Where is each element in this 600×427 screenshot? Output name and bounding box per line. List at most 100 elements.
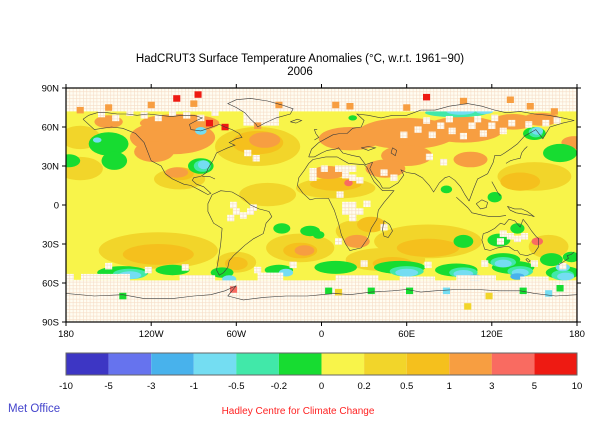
colorbar-segment: [193, 353, 237, 375]
colorbar-label: -0.2: [271, 381, 287, 392]
coastline-tasmania: [525, 258, 531, 263]
x-axis-label: 120W: [139, 329, 164, 340]
anomaly-cell: [194, 91, 202, 98]
anomaly-cell: [275, 101, 283, 109]
anomaly-patch: [294, 245, 315, 256]
missing-data-cell: [239, 212, 247, 219]
missing-data-cell: [525, 121, 533, 128]
no-data-region: [520, 276, 549, 281]
colorbar-segment: [278, 353, 322, 375]
anomaly-patch: [66, 156, 103, 181]
missing-data-cell: [309, 168, 317, 175]
missing-data-cell: [390, 174, 398, 181]
anomaly-cell: [190, 100, 198, 107]
anomaly-patch: [88, 132, 129, 156]
colorbar-label: 5: [532, 381, 537, 392]
no-data-region: [179, 275, 216, 281]
anomaly-cell: [119, 292, 127, 300]
coastline-iceland: [290, 118, 303, 124]
missing-data-cell: [105, 262, 113, 270]
colorbar-border: [65, 352, 578, 376]
coastline-asia-east: [468, 120, 575, 202]
coastline-greenland: [227, 98, 294, 128]
anomaly-cell: [459, 97, 467, 105]
anomaly-cell: [550, 108, 558, 115]
missing-data-cell: [211, 109, 219, 116]
colorbar-label: -10: [59, 381, 73, 392]
missing-data-cell: [230, 201, 238, 209]
anomaly-cell: [403, 104, 411, 111]
world-map: [66, 88, 577, 322]
met-office-logo-text: Met Office: [8, 403, 61, 415]
missing-data-cell: [126, 109, 134, 116]
colorbar-segment: [236, 353, 279, 375]
anomaly-patch: [557, 272, 575, 281]
missing-data-cell: [144, 266, 152, 274]
missing-data-cell: [335, 238, 343, 245]
missing-data-cell: [521, 233, 529, 240]
y-axis-label: 30N: [42, 162, 60, 173]
coastline-india-arabia: [369, 161, 470, 202]
anomaly-cell: [346, 103, 354, 110]
y-axis-label: 60S: [42, 279, 59, 290]
missing-data-cell: [499, 127, 507, 135]
colorbar-segment: [151, 353, 194, 375]
anomaly-patch: [224, 257, 248, 270]
missing-data-cell: [400, 131, 408, 139]
missing-data-cell: [349, 214, 357, 222]
anomaly-cell: [367, 287, 375, 295]
colorbar-label: -0.5: [228, 381, 244, 392]
colorbar-label: 0.2: [357, 381, 370, 392]
missing-data-cell: [380, 169, 388, 176]
anomaly-cell: [526, 103, 534, 110]
missing-data-cell: [309, 174, 317, 181]
chart-title: HadCRUT3 Surface Temperature Anomalies (…: [135, 53, 465, 65]
missing-data-cell: [423, 117, 431, 124]
colorbar-label: -5: [104, 381, 112, 392]
missing-data-cell: [335, 165, 343, 172]
anomaly-patch: [440, 185, 453, 194]
y-axis-label: 30S: [42, 240, 59, 251]
chart-title-block: HadCRUT3 Surface Temperature Anomalies (…: [0, 53, 600, 78]
missing-data-cell: [336, 191, 344, 198]
anomaly-cell: [464, 303, 472, 310]
coastline-japan: [505, 146, 528, 164]
anomaly-patch: [344, 179, 353, 187]
missing-data-cell: [542, 119, 550, 127]
missing-data-cell: [249, 204, 257, 211]
coastline-philippines: [491, 181, 501, 197]
coastline-antarctica: [66, 285, 577, 301]
y-axis-label: 90S: [42, 318, 59, 329]
anomaly-patch: [453, 234, 474, 248]
anomaly-patch: [134, 141, 174, 163]
anomaly-cell: [556, 285, 564, 292]
no-data-region: [66, 280, 577, 322]
coastline-madagascar: [382, 220, 393, 238]
y-axis-label: 90N: [42, 84, 60, 95]
missing-data-cell: [349, 208, 357, 215]
coastline-indonesia: [456, 196, 507, 217]
chart-subtitle-year: 2006: [287, 66, 313, 78]
missing-data-cell: [320, 165, 328, 172]
missing-data-cell: [342, 208, 350, 215]
missing-data-cell: [227, 214, 235, 222]
anomaly-cell: [406, 287, 414, 295]
coastline-south-america: [207, 190, 273, 276]
missing-data-cell: [425, 153, 433, 161]
anomaly-patch: [122, 244, 194, 265]
missing-data-cell: [232, 208, 240, 215]
coastline-new-guinea: [507, 206, 535, 217]
hadley-centre-credit: Hadley Centre for Climate Change: [221, 406, 375, 417]
missing-data-cell: [244, 149, 252, 157]
anomaly-cell: [76, 106, 84, 114]
missing-data-cell: [98, 110, 106, 118]
missing-data-cell: [342, 171, 350, 179]
anomaly-patch: [510, 223, 525, 234]
missing-data-cell: [112, 114, 120, 122]
missing-data-cell: [342, 165, 350, 172]
missing-data-cell: [349, 174, 357, 181]
missing-data-cell: [437, 122, 445, 129]
colorbar-label: -3: [147, 381, 155, 392]
anomaly-patch: [453, 151, 488, 168]
